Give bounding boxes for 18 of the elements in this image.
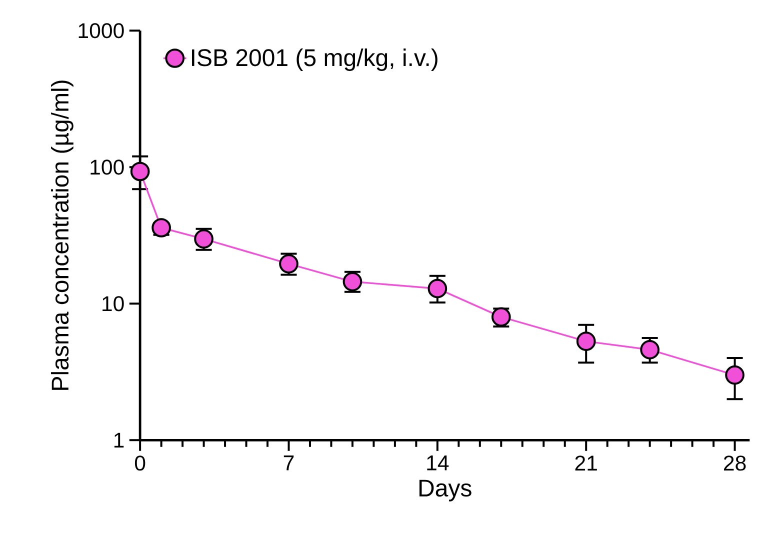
point bbox=[725, 365, 744, 385]
x-tick-label: 14 bbox=[427, 456, 449, 470]
y-axis-title: Plasma concentration (µg/ml) bbox=[50, 80, 74, 390]
x-tick-label: 0 bbox=[134, 456, 146, 471]
y-tick-label: 100 bbox=[90, 160, 124, 175]
x-tick-label: 7 bbox=[284, 456, 294, 470]
legend-label: ISB 2001 (5 mg/kg, i.v.) bbox=[192, 48, 438, 71]
y-tick-label: 1 bbox=[114, 432, 124, 448]
point bbox=[640, 340, 660, 360]
x-tick-label: 21 bbox=[575, 456, 597, 471]
x-axis-title: Days bbox=[419, 480, 472, 502]
point bbox=[576, 332, 596, 352]
point bbox=[428, 278, 448, 298]
point bbox=[130, 162, 150, 182]
x-tick-label: 28 bbox=[724, 456, 746, 471]
point bbox=[152, 218, 171, 238]
y-tick-label: 1000 bbox=[78, 23, 124, 38]
y-tick-label: 10 bbox=[102, 296, 124, 312]
